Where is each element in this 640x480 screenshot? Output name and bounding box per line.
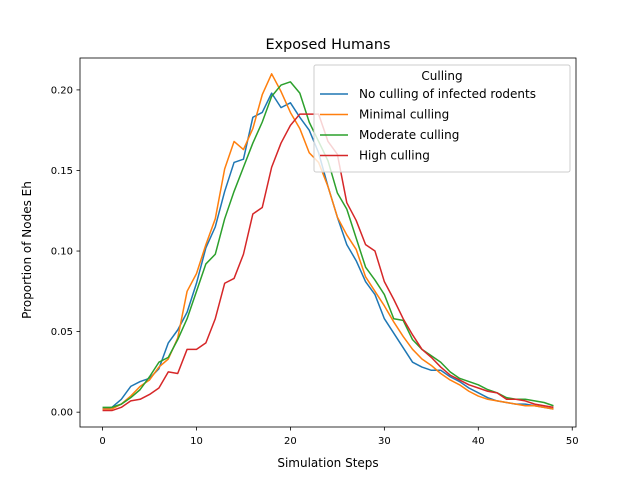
y-tick-label: 0.20: [51, 85, 73, 96]
x-axis-label: Simulation Steps: [277, 456, 378, 470]
x-tick-label: 0: [99, 436, 105, 447]
x-tick-label: 30: [378, 436, 391, 447]
legend-box: [313, 64, 571, 173]
y-tick-label: 0.00: [51, 408, 73, 419]
legend-label-2: Moderate culling: [359, 128, 459, 142]
x-tick-label: 10: [190, 436, 203, 447]
legend-title: Culling: [421, 69, 462, 83]
legend: Culling No culling of infected rodents Mi…: [313, 64, 571, 173]
legend-label-0: No culling of infected rodents: [359, 87, 536, 101]
legend-label-1: Minimal culling: [359, 108, 449, 122]
x-tick-label: 40: [472, 436, 485, 447]
chart-title: Exposed Humans: [265, 37, 390, 53]
x-tick-label: 20: [284, 436, 297, 447]
y-tick-label: 0.05: [51, 327, 73, 338]
y-axis-label: Proportion of Nodes Eh: [20, 181, 34, 319]
axes-frame: [79, 57, 577, 428]
y-tick-label: 0.15: [51, 166, 73, 177]
legend-label-3: High culling: [359, 149, 430, 163]
y-tick-label: 0.10: [51, 247, 73, 258]
x-tick-label: 50: [566, 436, 579, 447]
